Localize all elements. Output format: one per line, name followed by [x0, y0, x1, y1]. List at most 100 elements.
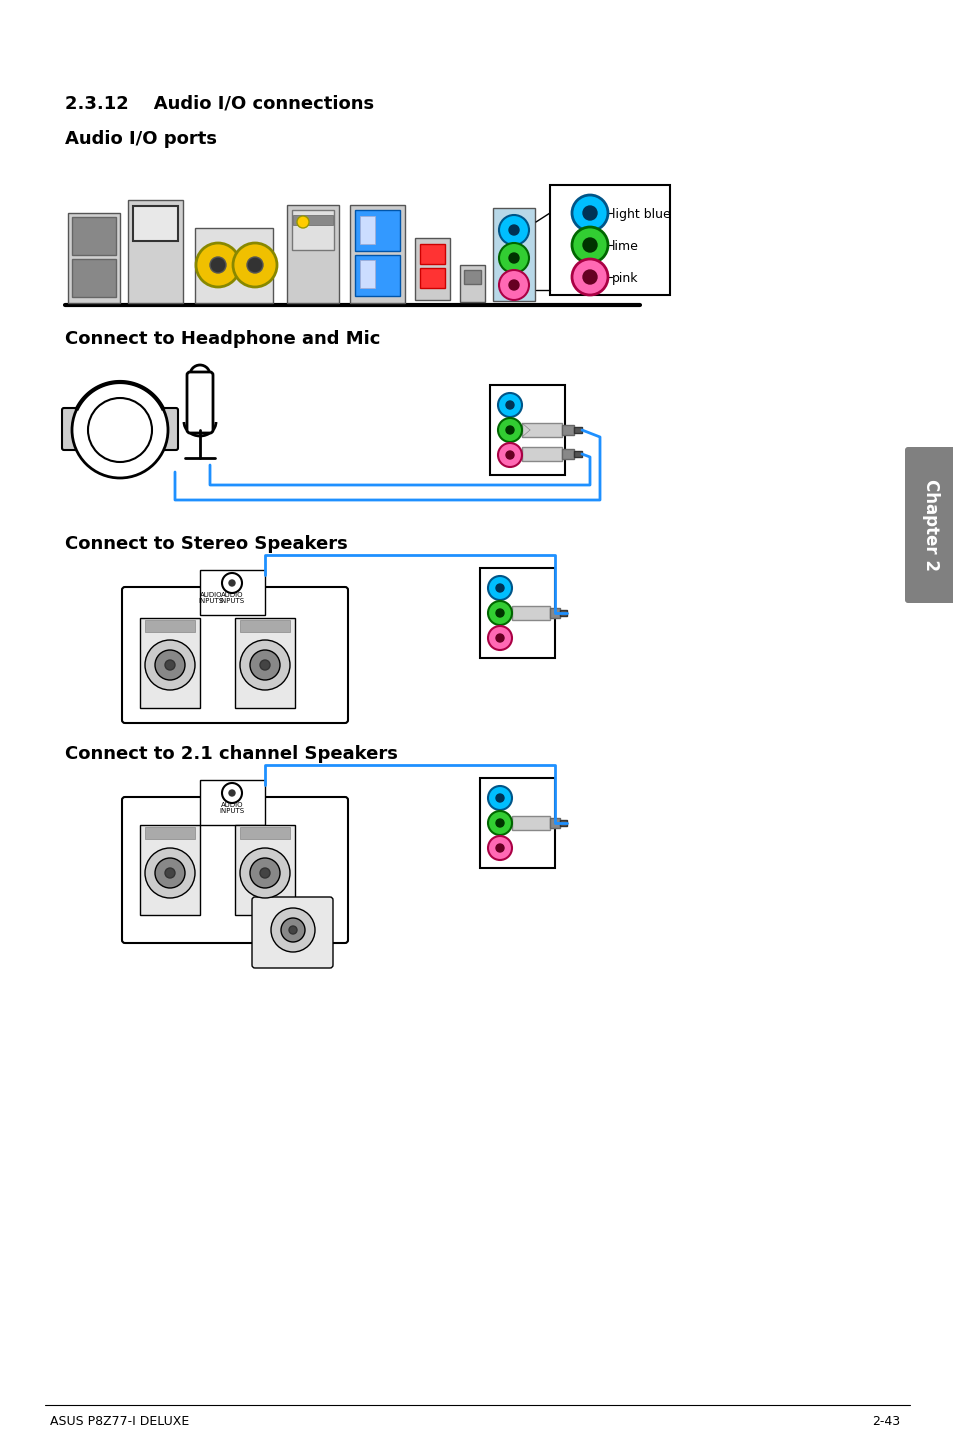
Circle shape	[229, 580, 234, 587]
Bar	[559, 610, 566, 615]
Bar	[240, 620, 290, 631]
Bar	[240, 827, 290, 838]
Text: Chapter 2: Chapter 2	[921, 479, 939, 571]
FancyBboxPatch shape	[122, 797, 348, 943]
Bar	[140, 618, 200, 707]
Bar	[550, 818, 559, 828]
Circle shape	[572, 196, 607, 232]
Bar	[490, 385, 564, 475]
Circle shape	[509, 253, 518, 263]
Circle shape	[145, 640, 194, 690]
Circle shape	[222, 784, 242, 802]
Bar	[459, 265, 484, 302]
Bar	[293, 216, 333, 224]
Circle shape	[488, 601, 512, 626]
Bar	[355, 210, 399, 252]
Circle shape	[229, 789, 234, 797]
Circle shape	[154, 858, 185, 889]
Text: pink: pink	[612, 272, 638, 285]
Bar	[561, 426, 574, 436]
Bar	[550, 608, 559, 618]
Circle shape	[145, 848, 194, 897]
Circle shape	[488, 835, 512, 860]
Bar	[194, 229, 273, 303]
Circle shape	[582, 239, 597, 252]
Circle shape	[250, 650, 280, 680]
Circle shape	[488, 577, 512, 600]
Bar	[493, 209, 535, 301]
Bar	[479, 778, 555, 869]
Bar	[287, 206, 338, 303]
Bar	[419, 267, 444, 288]
Bar	[550, 186, 669, 295]
Text: 2-43: 2-43	[871, 1415, 899, 1428]
Circle shape	[498, 243, 529, 273]
Circle shape	[88, 398, 152, 462]
Circle shape	[505, 401, 514, 408]
Circle shape	[497, 418, 521, 441]
Circle shape	[572, 259, 607, 295]
Circle shape	[505, 426, 514, 434]
Circle shape	[509, 280, 518, 290]
Circle shape	[260, 869, 270, 879]
Bar	[145, 620, 194, 631]
Bar	[234, 825, 294, 915]
FancyBboxPatch shape	[62, 408, 80, 450]
Circle shape	[582, 270, 597, 283]
Circle shape	[296, 216, 309, 229]
Bar	[355, 255, 399, 296]
Bar	[68, 213, 120, 303]
Bar	[71, 217, 116, 255]
Circle shape	[289, 926, 296, 935]
Circle shape	[505, 452, 514, 459]
Bar	[512, 815, 550, 830]
Circle shape	[488, 787, 512, 810]
Circle shape	[496, 610, 503, 617]
Circle shape	[498, 216, 529, 244]
Text: Connect to Headphone and Mic: Connect to Headphone and Mic	[65, 329, 380, 348]
Circle shape	[165, 869, 174, 879]
Circle shape	[165, 660, 174, 670]
Circle shape	[281, 917, 305, 942]
Bar	[200, 569, 265, 615]
Text: AUDIO: AUDIO	[220, 802, 243, 808]
Bar	[521, 423, 561, 437]
Circle shape	[496, 820, 503, 827]
Bar	[132, 206, 178, 242]
Circle shape	[222, 572, 242, 592]
Bar	[359, 216, 375, 244]
Bar	[574, 427, 581, 433]
Bar	[359, 260, 375, 288]
Circle shape	[496, 844, 503, 851]
Text: INPUTS: INPUTS	[198, 598, 223, 604]
Circle shape	[260, 660, 270, 670]
Bar	[71, 259, 116, 298]
Circle shape	[233, 243, 276, 288]
Circle shape	[509, 224, 518, 234]
Bar	[521, 447, 561, 462]
Bar	[350, 206, 405, 303]
Bar	[561, 449, 574, 459]
Bar	[292, 210, 334, 250]
Bar	[200, 779, 265, 825]
Circle shape	[240, 848, 290, 897]
Circle shape	[247, 257, 263, 273]
Text: lime: lime	[612, 240, 639, 253]
Circle shape	[250, 858, 280, 889]
Circle shape	[71, 383, 168, 477]
Text: AUDIO: AUDIO	[199, 592, 222, 598]
Circle shape	[271, 907, 314, 952]
FancyBboxPatch shape	[131, 219, 180, 262]
Bar	[145, 827, 194, 838]
Circle shape	[195, 243, 240, 288]
Circle shape	[154, 650, 185, 680]
Bar	[415, 239, 450, 301]
Text: INPUTS: INPUTS	[219, 808, 244, 814]
Bar	[128, 200, 183, 303]
Circle shape	[497, 443, 521, 467]
Circle shape	[240, 640, 290, 690]
Bar	[574, 452, 581, 457]
Circle shape	[496, 584, 503, 592]
FancyBboxPatch shape	[252, 897, 333, 968]
Bar	[419, 244, 444, 265]
